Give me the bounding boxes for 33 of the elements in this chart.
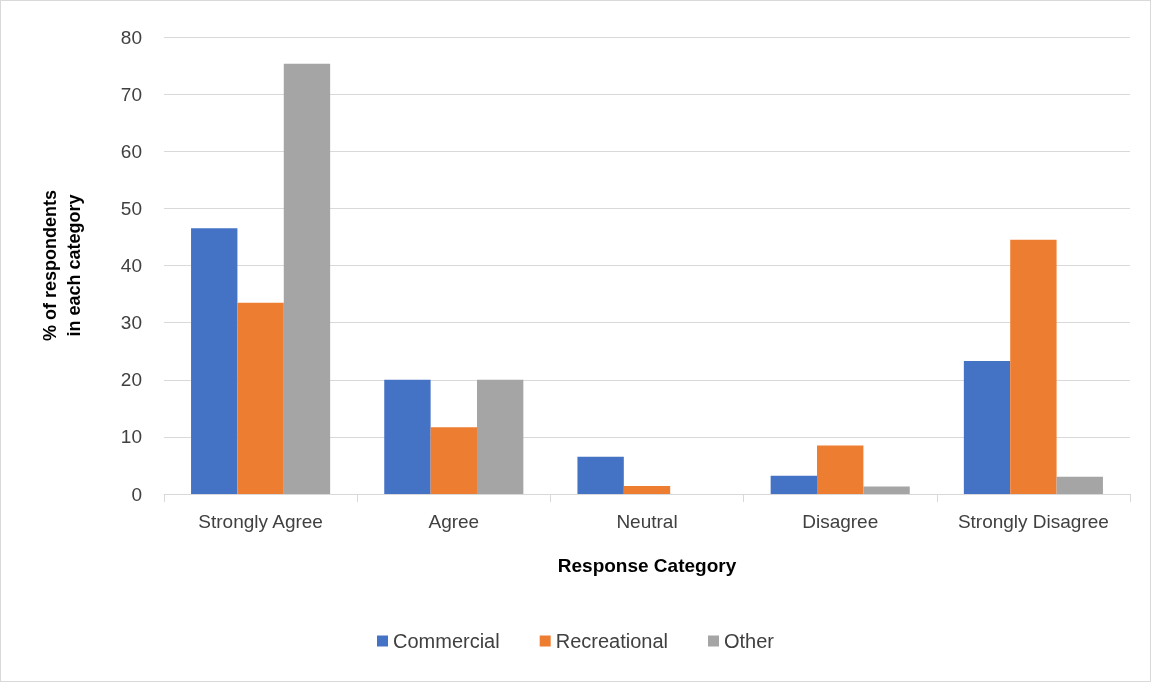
y-tick-label: 80 [120, 26, 142, 48]
y-axis-title: % of respondents in each category [40, 189, 84, 342]
legend-label: Other [723, 630, 775, 652]
x-axis-title: Response Category [557, 555, 737, 576]
bar [384, 379, 431, 494]
bar [1010, 239, 1057, 494]
bar [770, 475, 818, 494]
bar [577, 456, 624, 494]
bar [963, 360, 1011, 494]
y-tick-label: 0 [131, 483, 142, 505]
y-tick-label: 40 [120, 255, 142, 276]
bar [863, 486, 910, 494]
bar [476, 379, 524, 494]
y-tick-label: 30 [120, 312, 142, 334]
bar [817, 445, 864, 494]
bar [1056, 476, 1103, 494]
y-tick-label: 20 [120, 369, 142, 391]
x-tick-label: Disagree [802, 511, 879, 532]
bar [283, 63, 331, 494]
y-tick-label: 50 [120, 197, 142, 219]
bar [430, 427, 477, 494]
x-tick-label: Agree [428, 511, 480, 532]
bar [191, 228, 238, 494]
x-tick-label: Neutral [616, 511, 678, 532]
x-tick-label: Strongly Disagree [957, 511, 1109, 532]
legend-label: Recreational [555, 630, 668, 652]
y-tick-label: 60 [120, 140, 142, 162]
legend-label: Commercial [393, 630, 500, 652]
y-tick-label: 10 [120, 426, 142, 448]
bar [623, 486, 671, 494]
bar [237, 302, 284, 494]
x-tick-label: Strongly Agree [198, 511, 323, 532]
y-tick-label: 70 [120, 83, 142, 105]
